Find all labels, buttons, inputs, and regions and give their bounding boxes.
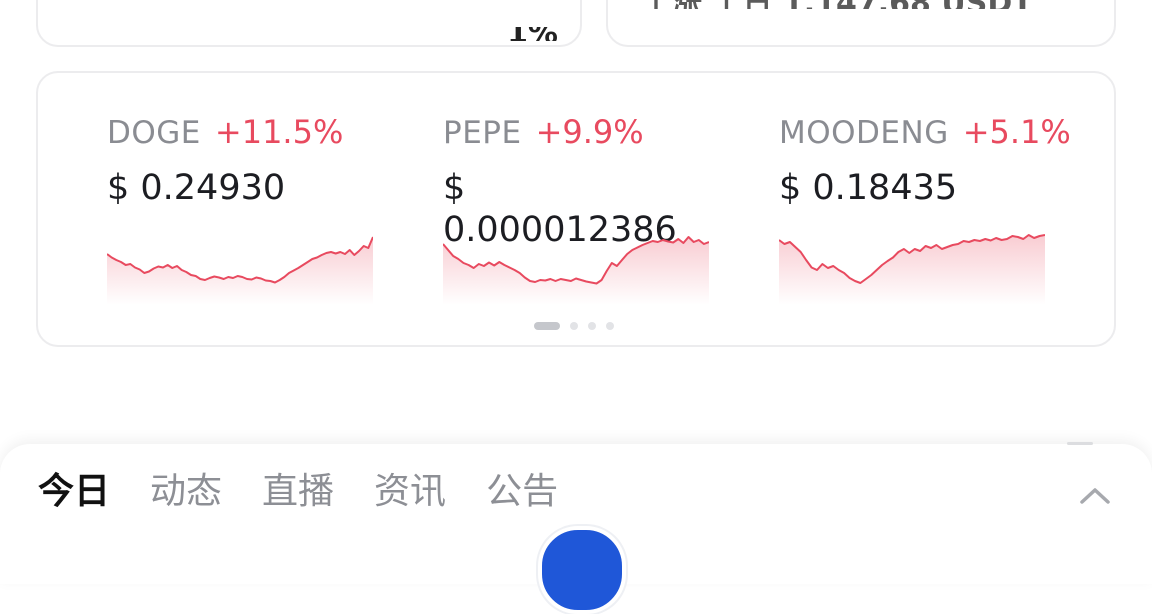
sparkline-line bbox=[443, 236, 709, 285]
ticker-symbol: MOODENG bbox=[779, 115, 949, 151]
pagination-dot[interactable] bbox=[570, 322, 578, 330]
pagination-dot[interactable] bbox=[606, 322, 614, 330]
ticker-price: $ 0.000012386 bbox=[443, 168, 677, 250]
trending-tickers-card: DOGE +11.5% $ 0.24930 PEPE +9.9% $ 0.000… bbox=[36, 71, 1116, 347]
ticker-symbol: DOGE bbox=[107, 115, 201, 151]
pagination-dot[interactable] bbox=[588, 322, 596, 330]
ticker-change: +11.5% bbox=[214, 113, 344, 151]
ticker-price: $ 0.24930 bbox=[107, 168, 286, 208]
ticker-symbol: PEPE bbox=[443, 115, 522, 151]
sparkline-chart bbox=[779, 234, 1045, 305]
tab-activity[interactable]: 动态 bbox=[150, 471, 223, 512]
top-card-left[interactable]: 1% bbox=[36, 0, 582, 47]
ticker-price: $ 0.18435 bbox=[779, 168, 958, 208]
sparkline-chart bbox=[107, 236, 373, 305]
feed-tabs: 今日 动态 直播 资讯 公告 bbox=[38, 470, 558, 514]
sparkline-area bbox=[779, 235, 1045, 305]
sheet-handle[interactable] bbox=[1067, 442, 1093, 445]
ticker-doge[interactable]: DOGE +11.5% $ 0.24930 bbox=[107, 113, 373, 305]
ticker-moodeng[interactable]: MOODENG +5.1% $ 0.18435 bbox=[779, 113, 1071, 305]
tab-live[interactable]: 直播 bbox=[262, 471, 335, 512]
chevron-up-icon[interactable] bbox=[1076, 484, 1114, 508]
top-left-partial-value: 1% bbox=[507, 27, 558, 41]
tab-today[interactable]: 今日 bbox=[38, 471, 111, 512]
floating-action-button[interactable] bbox=[538, 526, 626, 614]
pagination-dot[interactable] bbox=[534, 322, 560, 330]
tab-announcements[interactable]: 公告 bbox=[486, 471, 559, 512]
bottom-sheet: 今日 动态 直播 资讯 公告 bbox=[0, 442, 1152, 614]
ticker-pepe[interactable]: PEPE +9.9% $ 0.000012386 bbox=[443, 113, 709, 305]
top-card-right[interactable]: 上涨 上日 1,147.68 USDT bbox=[606, 0, 1116, 47]
top-right-partial-value: 上涨 上日 1,147.68 USDT bbox=[642, 0, 1033, 9]
tab-news[interactable]: 资讯 bbox=[374, 471, 447, 512]
sparkline-line bbox=[107, 236, 373, 284]
sparkline-area bbox=[443, 237, 709, 305]
carousel-pagination[interactable] bbox=[534, 322, 614, 330]
ticker-change: +5.1% bbox=[962, 113, 1071, 151]
sparkline-chart bbox=[443, 236, 709, 305]
ticker-change: +9.9% bbox=[535, 113, 644, 151]
sparkline-area bbox=[107, 237, 373, 305]
sparkline-line bbox=[779, 234, 1045, 284]
